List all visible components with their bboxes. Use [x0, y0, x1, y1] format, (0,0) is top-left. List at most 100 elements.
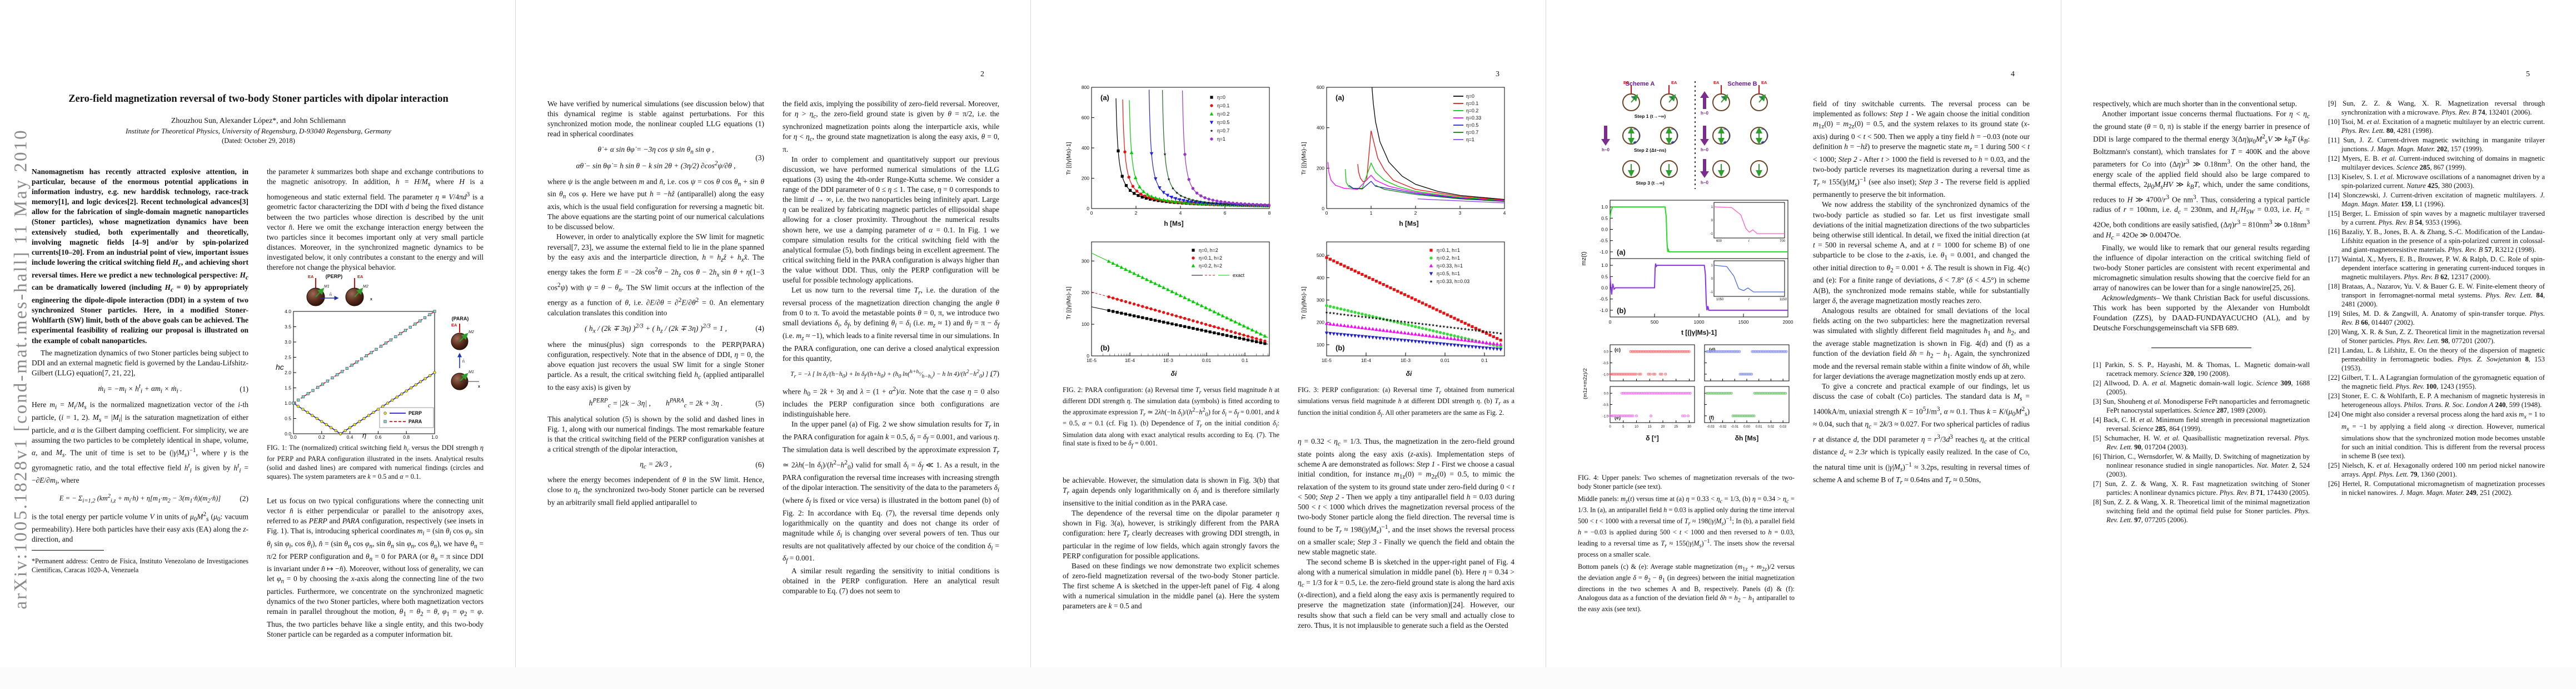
svg-text:800: 800: [1082, 85, 1089, 90]
svg-text:Scheme A: Scheme A: [1626, 81, 1655, 87]
svg-text:h~0: h~0: [1701, 111, 1709, 116]
svg-text:η=0.33, h=0.03: η=0.33, h=0.03: [1437, 279, 1469, 284]
svg-text:(b): (b): [1336, 344, 1345, 352]
svg-text:★: ★: [1492, 330, 1495, 335]
svg-text:★: ★: [1223, 202, 1227, 206]
fig3b-ylabel: Tr [(|γ|Ms)-1]: [1301, 286, 1307, 319]
svg-text:-0.01: -0.01: [1731, 425, 1738, 429]
svg-text:★: ★: [1385, 318, 1388, 322]
svg-text:(b): (b): [1100, 344, 1110, 352]
svg-text:200: 200: [1317, 320, 1324, 325]
svg-text:★: ★: [1438, 324, 1442, 329]
reference: [10] Tsoi, M. et al. Excitation of a mag…: [2328, 118, 2545, 135]
page3-right-column: 0 200 400 600 0 1 2 3 4 (a) η=0 η=0.1 η=0.2 η=0.33 η=0…: [1298, 75, 1514, 631]
svg-text:-0.5: -0.5: [1600, 238, 1608, 244]
equation-2: E = − Σi=1,2 (km2i,z + mi·h) + η[m1·m2 −…: [59, 493, 248, 504]
svg-text:h~0: h~0: [1602, 147, 1610, 152]
svg-text:h~0: h~0: [1701, 180, 1709, 185]
svg-text:1E-3: 1E-3: [1401, 358, 1411, 363]
reference: [6] Thirion, C., Wernsdorfer, W. & Maill…: [2093, 453, 2310, 479]
fig4-mid-xlabel: t [(|γ|Ms)-1]: [1681, 329, 1717, 336]
svg-text:0.2: 0.2: [318, 434, 325, 439]
svg-text:-1.0: -1.0: [1600, 308, 1608, 313]
svg-text:0.0: 0.0: [1604, 351, 1609, 354]
svg-text:400: 400: [1082, 145, 1089, 151]
svg-text:2: 2: [1135, 210, 1138, 216]
svg-text:η=0.2, h=2: η=0.2, h=2: [1199, 263, 1222, 269]
svg-text:exact: exact: [1233, 272, 1245, 278]
paragraph: Finally, we would like to remark that ou…: [2093, 243, 2310, 292]
fig3a-ylabel: Tr [(|γ|Ms)-1]: [1301, 142, 1307, 175]
svg-text:η=0.1: η=0.1: [1217, 103, 1229, 108]
svg-text:0.0: 0.0: [1601, 285, 1608, 291]
reference: [16] Bazaliy, Y. B., Jones, B. A. & Zhan…: [2328, 228, 2545, 254]
fig2b-ylabel: Tr [(|γ|Ms)-1]: [1065, 286, 1072, 319]
svg-text:★: ★: [1471, 328, 1474, 333]
page5-right-column: [9] Sun, Z. Z. & Wang, X. R. Magnetizati…: [2328, 99, 2545, 498]
svg-text:-0.03: -0.03: [1707, 425, 1715, 429]
svg-text:0.0: 0.0: [1604, 393, 1609, 396]
authors: Zhouzhou Sun, Alexander López*, and John…: [171, 116, 346, 125]
svg-text:★: ★: [1382, 317, 1385, 321]
reference: [18] Brataas, A., Nazarov, Yu. V. & Baue…: [2328, 282, 2545, 308]
svg-text:η=0: η=0: [1466, 93, 1474, 99]
svg-text:★: ★: [1339, 312, 1342, 316]
svg-text:★: ★: [1227, 202, 1230, 206]
svg-text:★: ★: [1211, 201, 1214, 205]
fig3b-xlabel: δi: [1406, 370, 1412, 378]
svg-text:(c): (c): [1615, 347, 1621, 353]
svg-text:★: ★: [1407, 320, 1410, 325]
svg-text:0.01: 0.01: [1756, 425, 1762, 429]
paragraph: In the upper panel (a) of Fig. 2 we show…: [783, 420, 1000, 565]
paragraph: Here mi = Mi/Ms is the normalized magnet…: [32, 400, 249, 487]
svg-text:0.0: 0.0: [1601, 227, 1608, 232]
svg-text:0.1: 0.1: [1481, 358, 1488, 363]
footnote-rule: [32, 550, 104, 551]
svg-text:EA: EA: [1761, 80, 1767, 85]
fig4-mid-ylabel: mz(t): [1581, 251, 1587, 265]
svg-text:★: ★: [1481, 329, 1484, 334]
fig3a-xlabel: h [Ms]: [1399, 220, 1418, 227]
svg-text:★: ★: [1179, 194, 1183, 198]
svg-text:★: ★: [1446, 325, 1449, 329]
page-number: 5: [2526, 70, 2530, 78]
svg-text:★: ★: [1183, 196, 1187, 200]
svg-text:300: 300: [1082, 258, 1089, 264]
svg-text:100: 100: [1317, 342, 1324, 348]
svg-text:20: 20: [1661, 425, 1665, 429]
paragraph: Acknowledgments– We thank Christian Back…: [2093, 294, 2310, 333]
svg-text:★: ★: [1496, 331, 1499, 335]
svg-text:3.5: 3.5: [285, 324, 291, 330]
svg-text:★: ★: [1374, 316, 1378, 321]
svg-text:M1: M1: [469, 370, 474, 374]
svg-text:★: ★: [1429, 280, 1433, 284]
svg-text:-0.5: -0.5: [1600, 296, 1608, 302]
paragraph: where ψ is the angle between m and n̂, i…: [547, 177, 764, 231]
svg-text:-0.5: -0.5: [1603, 404, 1609, 407]
paragraph: Let us focus on two typical configuratio…: [267, 496, 484, 639]
footnote: *Permanent address: Centro de Física, In…: [32, 557, 248, 574]
svg-text:x: x: [370, 298, 372, 301]
svg-text:200: 200: [1317, 165, 1324, 171]
svg-text:★: ★: [1167, 177, 1170, 182]
reference: [5] Schumacher, H. W. et al. Quasiballis…: [2093, 434, 2310, 452]
fig1-perp-inset: (PERP) EA EA M1 M2 n̂ x: [306, 274, 372, 306]
svg-text:1E-4: 1E-4: [1125, 358, 1135, 363]
fig4-scatter-panels: 0.0 -0.5 -1.0 (c) (d) 0.0 -0.5 -1.0 0 5 10 15 20 25 30…: [1603, 344, 1790, 429]
paragraph: A similar result regarding the sensitivi…: [783, 567, 999, 596]
ea-label: EA: [308, 274, 314, 279]
svg-text:t: t: [1748, 240, 1750, 243]
paragraph: In order to complement and quantitativel…: [783, 155, 999, 284]
svg-text:-0.5: -0.5: [1603, 362, 1609, 365]
fig2b-xlabel: δi: [1171, 370, 1177, 378]
svg-text:10: 10: [1635, 425, 1638, 429]
paragraph: is the total energy per particle volume …: [32, 510, 248, 544]
page4-right-column: field of tiny switchable currents. The r…: [1813, 99, 2030, 488]
svg-text:★: ★: [1187, 197, 1190, 201]
svg-text:★: ★: [1467, 328, 1470, 332]
svg-text:0.8: 0.8: [403, 434, 410, 439]
svg-text:-1.0: -1.0: [1600, 249, 1608, 255]
svg-text:h~0: h~0: [1701, 147, 1709, 152]
svg-text:1.0: 1.0: [285, 400, 291, 406]
svg-text:-1: -1: [1710, 291, 1713, 294]
